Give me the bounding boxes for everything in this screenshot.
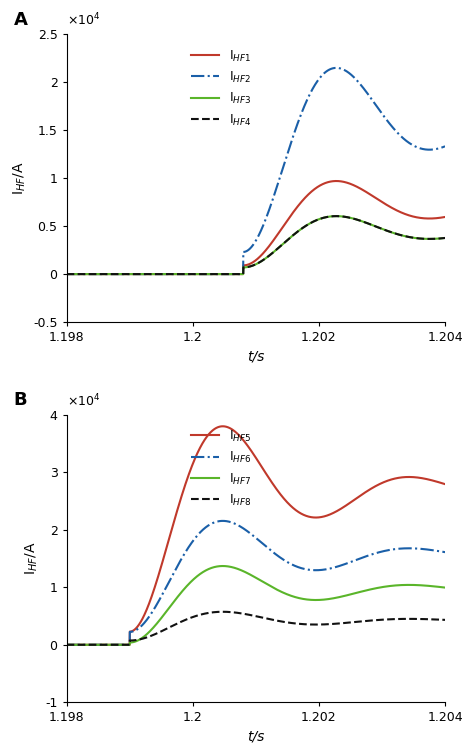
- I$_{HF6}$: [64, 640, 69, 649]
- Line: I$_{HF7}$: I$_{HF7}$: [66, 566, 445, 645]
- I$_{HF3}$: [64, 270, 69, 279]
- I$_{HF8}$: [346, 618, 352, 627]
- I$_{HF6}$: [375, 548, 381, 557]
- I$_{HF3}$: [442, 233, 448, 242]
- Y-axis label: I$_{HF}$/A: I$_{HF}$/A: [11, 162, 27, 195]
- I$_{HF8}$: [220, 607, 226, 616]
- I$_{HF8}$: [375, 615, 381, 624]
- I$_{HF4}$: [442, 233, 448, 242]
- Legend: I$_{HF1}$, I$_{HF2}$, I$_{HF3}$, I$_{HF4}$: I$_{HF1}$, I$_{HF2}$, I$_{HF3}$, I$_{HF4…: [186, 44, 256, 133]
- I$_{HF2}$: [291, 131, 296, 140]
- I$_{HF7}$: [442, 583, 448, 592]
- I$_{HF3}$: [333, 211, 339, 220]
- Text: ×10$^4$: ×10$^4$: [66, 393, 100, 409]
- I$_{HF2}$: [209, 270, 214, 279]
- I$_{HF1}$: [346, 179, 352, 188]
- I$_{HF8}$: [291, 619, 297, 628]
- I$_{HF4}$: [375, 223, 381, 232]
- I$_{HF2}$: [64, 270, 69, 279]
- I$_{HF5}$: [209, 427, 214, 436]
- I$_{HF5}$: [442, 479, 448, 488]
- I$_{HF8}$: [64, 640, 69, 649]
- Legend: I$_{HF5}$, I$_{HF6}$, I$_{HF7}$, I$_{HF8}$: I$_{HF5}$, I$_{HF6}$, I$_{HF7}$, I$_{HF8…: [186, 424, 256, 513]
- I$_{HF6}$: [442, 547, 448, 556]
- Line: I$_{HF2}$: I$_{HF2}$: [66, 68, 445, 274]
- I$_{HF1}$: [291, 207, 296, 216]
- I$_{HF4}$: [64, 270, 69, 279]
- I$_{HF4}$: [346, 213, 352, 222]
- I$_{HF7}$: [310, 596, 316, 605]
- I$_{HF6}$: [310, 565, 316, 575]
- I$_{HF6}$: [291, 561, 297, 570]
- Line: I$_{HF8}$: I$_{HF8}$: [66, 612, 445, 645]
- I$_{HF4}$: [209, 270, 214, 279]
- I$_{HF1}$: [333, 177, 339, 186]
- I$_{HF8}$: [209, 608, 214, 617]
- Text: ×10$^4$: ×10$^4$: [66, 12, 100, 29]
- I$_{HF7}$: [209, 563, 214, 572]
- X-axis label: t/s: t/s: [247, 730, 264, 744]
- I$_{HF5}$: [220, 422, 226, 431]
- I$_{HF3}$: [291, 230, 296, 239]
- Text: A: A: [14, 11, 27, 29]
- I$_{HF5}$: [64, 640, 69, 649]
- I$_{HF7}$: [375, 584, 381, 593]
- I$_{HF2}$: [133, 270, 138, 279]
- I$_{HF5}$: [133, 624, 138, 633]
- I$_{HF8}$: [310, 620, 316, 629]
- Y-axis label: I$_{HF}$/A: I$_{HF}$/A: [23, 541, 40, 575]
- I$_{HF5}$: [346, 499, 352, 508]
- I$_{HF3}$: [209, 270, 214, 279]
- I$_{HF2}$: [442, 142, 448, 151]
- I$_{HF2}$: [333, 63, 339, 72]
- Line: I$_{HF5}$: I$_{HF5}$: [66, 427, 445, 645]
- I$_{HF2}$: [346, 69, 352, 78]
- I$_{HF6}$: [209, 519, 214, 528]
- I$_{HF7}$: [133, 637, 138, 646]
- I$_{HF3}$: [346, 213, 352, 222]
- I$_{HF5}$: [310, 513, 316, 522]
- I$_{HF1}$: [310, 186, 316, 195]
- I$_{HF6}$: [220, 516, 226, 525]
- I$_{HF4}$: [133, 270, 138, 279]
- X-axis label: t/s: t/s: [247, 350, 264, 364]
- I$_{HF4}$: [291, 230, 296, 239]
- Line: I$_{HF1}$: I$_{HF1}$: [66, 181, 445, 274]
- I$_{HF2}$: [375, 103, 381, 112]
- I$_{HF5}$: [291, 504, 297, 513]
- Line: I$_{HF4}$: I$_{HF4}$: [66, 216, 445, 274]
- I$_{HF3}$: [133, 270, 138, 279]
- Line: I$_{HF6}$: I$_{HF6}$: [66, 521, 445, 645]
- I$_{HF7}$: [346, 590, 352, 599]
- I$_{HF2}$: [310, 84, 316, 93]
- I$_{HF1}$: [442, 212, 448, 221]
- Line: I$_{HF3}$: I$_{HF3}$: [66, 216, 445, 274]
- I$_{HF8}$: [133, 636, 138, 645]
- I$_{HF3}$: [310, 217, 316, 226]
- I$_{HF6}$: [133, 626, 138, 635]
- I$_{HF7}$: [220, 562, 226, 571]
- I$_{HF8}$: [442, 615, 448, 624]
- I$_{HF4}$: [310, 217, 316, 226]
- I$_{HF5}$: [375, 480, 381, 489]
- I$_{HF7}$: [291, 592, 297, 601]
- I$_{HF1}$: [64, 270, 69, 279]
- I$_{HF6}$: [346, 558, 352, 567]
- I$_{HF1}$: [209, 270, 214, 279]
- I$_{HF4}$: [333, 211, 339, 220]
- I$_{HF7}$: [64, 640, 69, 649]
- I$_{HF3}$: [375, 223, 381, 232]
- I$_{HF1}$: [133, 270, 138, 279]
- I$_{HF1}$: [375, 195, 381, 204]
- Text: B: B: [14, 391, 27, 409]
